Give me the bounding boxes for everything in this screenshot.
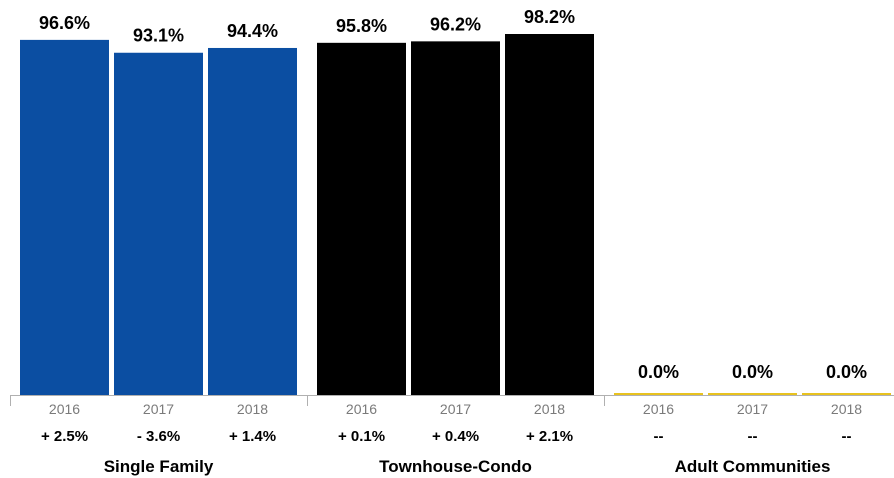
change-label: + 2.1% [526, 428, 573, 445]
year-tick-label: 2018 [831, 401, 862, 417]
year-tick-label: 2018 [237, 401, 268, 417]
change-label: -- [748, 428, 758, 445]
year-tick-label: 2017 [737, 401, 768, 417]
change-label: + 0.4% [432, 428, 479, 445]
change-label: -- [842, 428, 852, 445]
year-tick-label: 2016 [346, 401, 377, 417]
year-tick-label: 2018 [534, 401, 565, 417]
value-label: 0.0% [732, 362, 773, 382]
year-tick-label: 2016 [643, 401, 674, 417]
bar-townhouse-condo-2017 [411, 41, 500, 395]
bar-single-family-2018 [208, 47, 297, 395]
change-label: + 0.1% [338, 428, 385, 445]
bar-adult-communities-2018 [802, 393, 891, 395]
change-label: - 3.6% [137, 428, 180, 445]
group-label-adult-communities: Adult Communities [675, 457, 831, 476]
year-tick-label: 2017 [440, 401, 471, 417]
group-label-single-family: Single Family [104, 457, 214, 476]
bar-adult-communities-2017 [708, 393, 797, 395]
value-label: 98.2% [524, 7, 575, 27]
value-label: 96.2% [430, 14, 481, 34]
year-tick-label: 2017 [143, 401, 174, 417]
bar-single-family-2016 [20, 39, 109, 396]
group-label-townhouse-condo: Townhouse-Condo [379, 457, 532, 476]
value-label: 0.0% [826, 362, 867, 382]
change-label: + 2.5% [41, 428, 88, 445]
value-label: 95.8% [336, 16, 387, 36]
value-label: 93.1% [133, 26, 184, 46]
bar-adult-communities-2016 [614, 393, 703, 395]
value-label: 96.6% [39, 13, 90, 33]
value-label: 94.4% [227, 21, 278, 41]
change-label: + 1.4% [229, 428, 276, 445]
x-axis [10, 395, 894, 406]
value-label: 0.0% [638, 362, 679, 382]
bar-townhouse-condo-2016 [317, 42, 406, 395]
labels-layer: 96.6% 2016 + 2.5% 93.1% 2017 - 3.6% 94.4% 2018 +… [39, 7, 867, 476]
bars-layer [20, 34, 891, 396]
change-label: -- [654, 428, 664, 445]
year-tick-label: 2016 [49, 401, 80, 417]
bar-single-family-2017 [114, 52, 203, 395]
bar-townhouse-condo-2018 [505, 34, 594, 395]
